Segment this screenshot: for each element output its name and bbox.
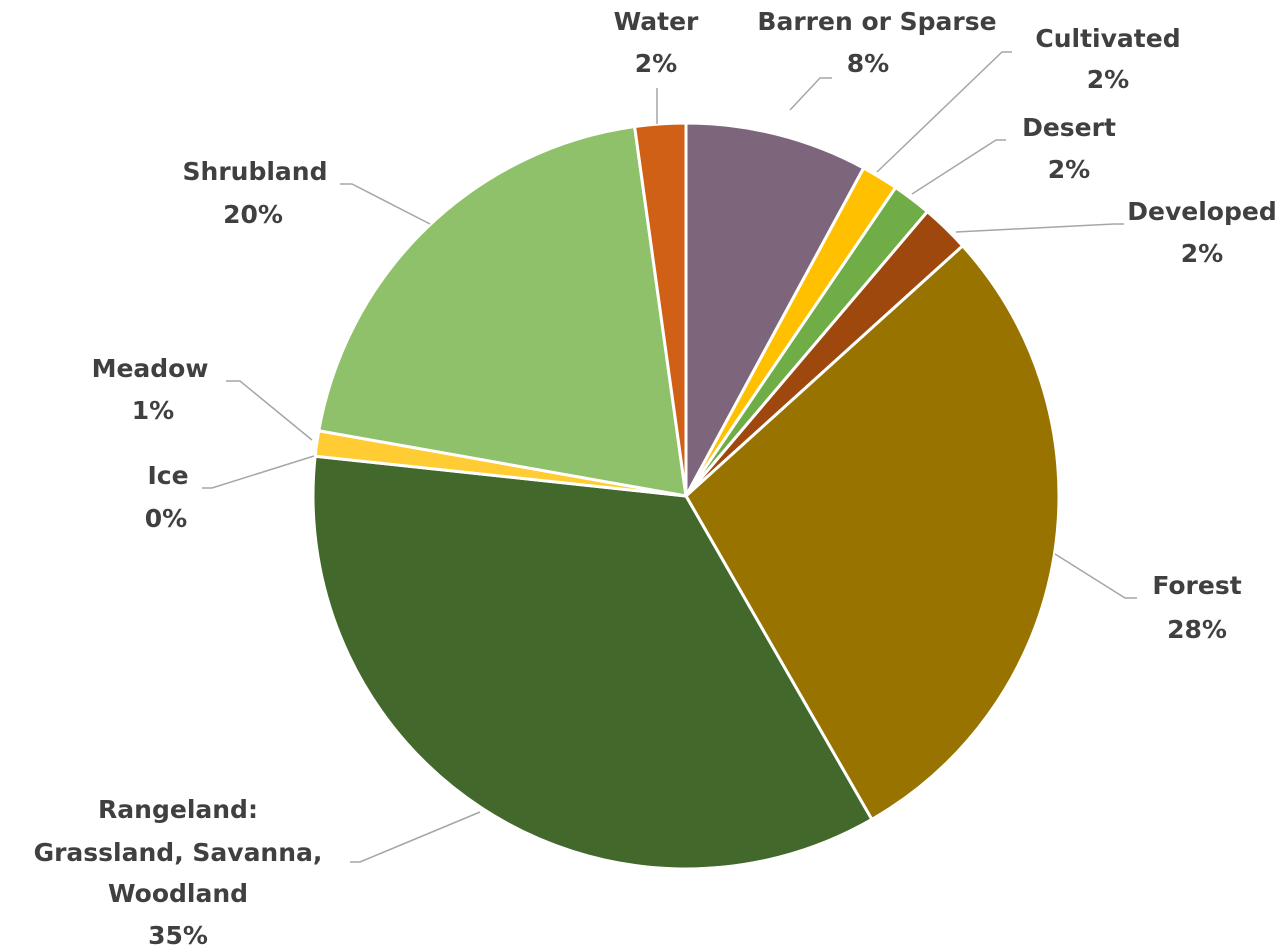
slice-percent-shrubland: 20% <box>223 200 283 229</box>
pie-slices <box>311 121 1061 871</box>
leader-line-rangeland-grassland-savanna-woodland <box>350 811 481 863</box>
slice-label-desert: Desert <box>1022 113 1116 142</box>
slice-percent-cultivated: 2% <box>1087 65 1129 94</box>
slice-label-forest: Forest <box>1152 571 1241 600</box>
leader-line-cultivated <box>876 51 1012 173</box>
pie-slice-shrubland <box>317 124 688 498</box>
pie-slice-rangeland-grassland-savanna-woodland <box>311 454 874 871</box>
slice-percent-water: 2% <box>635 49 677 78</box>
slice-label-water: Water <box>614 7 699 36</box>
pie-slice-forest <box>684 243 1061 822</box>
leader-line-ice <box>202 455 315 489</box>
pie-slice-barren-or-sparse <box>684 121 866 497</box>
leader-line-forest <box>1054 553 1137 599</box>
slice-label-rangeland-grassland-savanna-woodland-line-3: Woodland <box>108 879 248 908</box>
leader-line-desert <box>911 139 1006 195</box>
leader-line-shrubland <box>340 183 431 225</box>
slice-percent-desert: 2% <box>1048 155 1090 184</box>
pie-slice-water <box>632 121 688 497</box>
slice-label-ice: Ice <box>147 461 188 490</box>
slice-label-developed: Developed <box>1127 197 1276 226</box>
leader-lines <box>202 51 1137 863</box>
slice-label-rangeland-grassland-savanna-woodland-line-1: Rangeland: <box>98 795 258 824</box>
leader-line-developed <box>955 223 1124 233</box>
slice-percent-ice: 0% <box>145 504 187 533</box>
slice-label-rangeland-grassland-savanna-woodland-line-2: Grassland, Savanna, <box>34 838 323 867</box>
slice-label-barren-or-sparse: Barren or Sparse <box>757 7 996 36</box>
slice-percent-meadow: 1% <box>132 396 174 425</box>
slice-percent-rangeland-grassland-savanna-woodland: 35% <box>148 921 208 950</box>
slice-percent-barren-or-sparse: 8% <box>847 49 889 78</box>
slice-labels: Barren or Sparse 8% Cultivated 2% Desert 2% De… <box>34 7 1277 950</box>
slice-label-meadow: Meadow <box>92 354 209 383</box>
leader-line-meadow <box>226 380 313 441</box>
leader-line-barren-or-sparse <box>789 77 832 111</box>
slice-percent-forest: 28% <box>1167 615 1227 644</box>
slice-label-cultivated: Cultivated <box>1035 24 1180 53</box>
slice-percent-developed: 2% <box>1181 239 1223 268</box>
slice-label-shrubland: Shrubland <box>183 157 328 186</box>
